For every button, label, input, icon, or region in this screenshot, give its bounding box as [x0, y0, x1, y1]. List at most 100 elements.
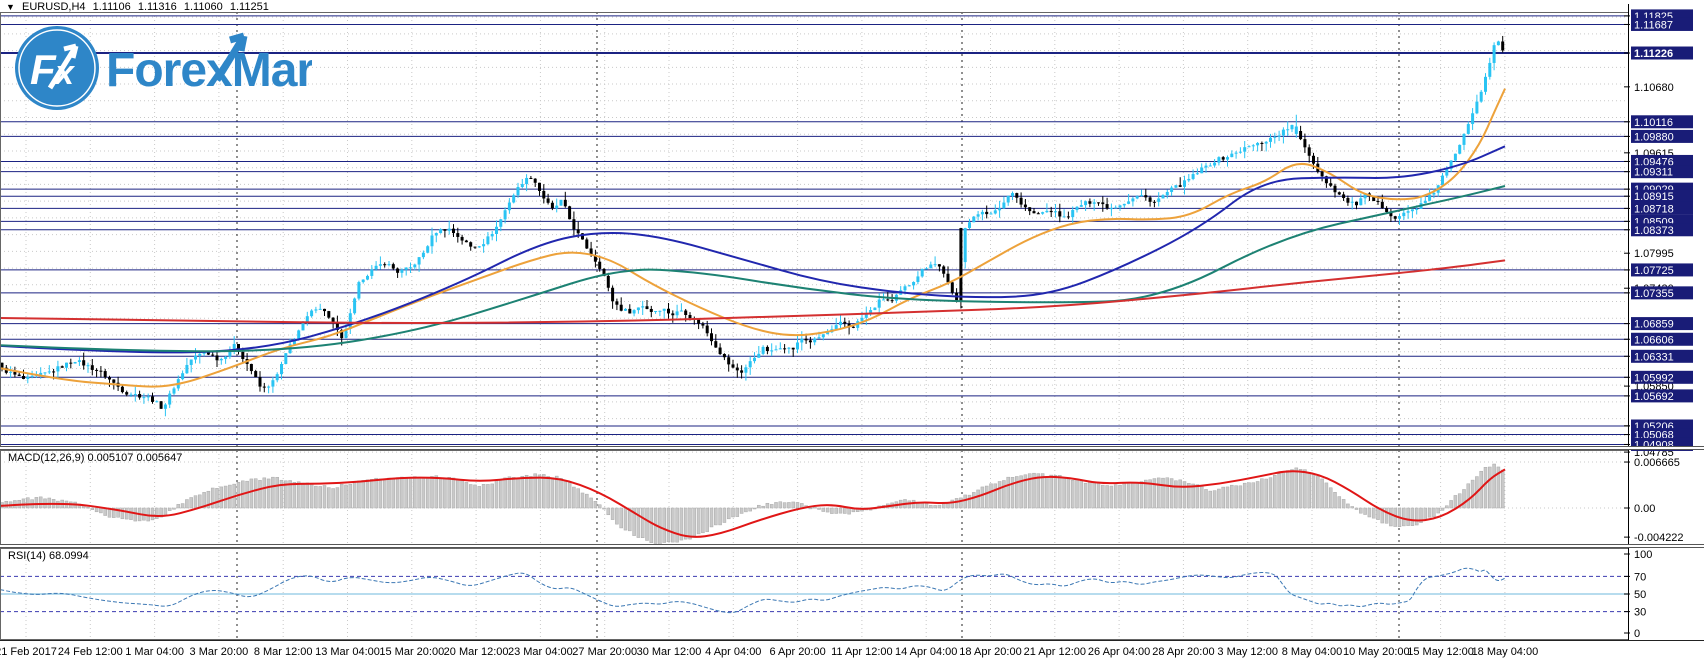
rsi-name: RSI(14) [8, 550, 46, 562]
chart-title-bar: ▼ EURUSD,H4 1.11106 1.11316 1.11060 1.11… [6, 1, 273, 13]
price-axis-highlight [1631, 286, 1693, 300]
rsi-indicator-label: RSI(14) 68.0994 [8, 550, 89, 562]
price-axis-highlight [1631, 165, 1693, 179]
logo-fx-badge: F x [15, 26, 99, 110]
pane-splitter-macd[interactable] [0, 446, 1704, 450]
rsi-current-value: 68.0994 [48, 550, 89, 562]
price-axis-label: 0 [1634, 628, 1640, 640]
ohlc-low: 1.11060 [183, 1, 223, 13]
price-axis-label: 1.11687 [1634, 19, 1673, 31]
ma-line [0, 185, 1506, 353]
price-axis-highlight [1631, 223, 1693, 237]
time-axis-label: 26 Apr 04:00 [1087, 646, 1151, 658]
period-separators [236, 12, 1400, 640]
rsi-line [0, 567, 1506, 614]
time-axis-label: 27 Mar 20:00 [572, 646, 638, 658]
price-axis-label: 1.07355 [1634, 288, 1674, 300]
price-axis-highlight [1631, 332, 1693, 346]
pane-splitter-rsi[interactable] [0, 544, 1704, 548]
ma-line [0, 145, 1506, 354]
ohlc-open: 1.11106 [92, 1, 131, 13]
price-axis-label: 70 [1634, 571, 1646, 583]
time-axis-label: 8 Mar 12:00 [253, 646, 313, 658]
time-axis-label: 14 Apr 04:00 [894, 646, 958, 658]
time-axis: 21 Feb 2017 24 Feb 12:00 1 Mar 04:00 3 Mar … [0, 644, 1704, 664]
time-axis-label: 10 May 20:00 [1342, 646, 1410, 658]
macd-signal-line [0, 468, 1506, 538]
time-axis-label: 4 Apr 04:00 [705, 646, 762, 658]
forexmart-logo: F x ForexMart [15, 26, 312, 110]
moving-averages [0, 88, 1506, 388]
ohlc-close: 1.11251 [229, 1, 269, 13]
time-axis-label: 18 Apr 20:00 [959, 646, 1022, 658]
price-axis-highlight [1631, 46, 1693, 60]
price-axis-label: 0.00 [1634, 503, 1655, 515]
price-axis-highlight [1631, 201, 1693, 215]
ohlc-high: 1.11316 [137, 1, 177, 13]
price-axis-label: 30 [1634, 607, 1646, 619]
price-axis-highlight [1631, 349, 1693, 363]
price-axis-label: 1.09311 [1634, 167, 1673, 179]
time-axis-label: 15 May 12:00 [1407, 646, 1474, 658]
price-axis-label: 1.05692 [1634, 391, 1674, 403]
ma-line [0, 88, 1506, 388]
price-axis-label: -0.004222 [1634, 532, 1684, 544]
time-axis-label: 13 Mar 04:00 [315, 646, 380, 658]
time-axis-label: 23 Mar 04:00 [507, 646, 573, 658]
logo-arrow-icon [214, 32, 248, 82]
time-axis-label: 21 Apr 12:00 [1023, 646, 1086, 658]
price-axis-highlight [1631, 370, 1693, 384]
collapse-arrow-icon[interactable]: ▼ [6, 2, 15, 12]
ma-line [0, 259, 1506, 324]
price-axis-label: 1.06606 [1634, 334, 1674, 346]
price-axis-label: 1.08373 [1634, 225, 1674, 237]
time-axis-label: 30 Mar 12:00 [636, 646, 702, 658]
time-axis-label: 6 Apr 20:00 [769, 646, 826, 658]
price-axis-label: 100 [1634, 549, 1652, 561]
price-axis-highlight [1631, 263, 1693, 277]
price-axis-highlight [1631, 129, 1693, 143]
time-axis-label: 3 May 12:00 [1217, 646, 1278, 658]
time-axis-separator [0, 640, 1704, 641]
price-axis: 1.106801.096151.079951.074301.058501.052… [1624, 9, 1693, 640]
macd-indicator-label: MACD(12,26,9) 0.005107 0.005647 [8, 452, 182, 464]
price-axis-highlight [1631, 189, 1693, 203]
macd-signal-value: 0.005647 [136, 452, 183, 464]
time-axis-label: 20 Mar 12:00 [443, 646, 509, 658]
time-axis-label: 28 Apr 20:00 [1152, 646, 1215, 658]
time-axis-label: 15 Mar 20:00 [379, 646, 445, 658]
price-axis-highlight [1631, 389, 1693, 403]
time-axis-label: 11 Apr 12:00 [831, 646, 893, 658]
symbol-period-label: EURUSD,H4 [21, 1, 86, 13]
time-axis-label: 18 May 04:00 [1471, 646, 1539, 658]
price-axis-label: 1.05992 [1634, 372, 1674, 384]
price-axis-label: 1.10116 [1634, 117, 1673, 129]
price-axis-label: 1.10680 [1634, 82, 1674, 94]
price-axis-label: 1.07725 [1634, 265, 1674, 277]
macd-name: MACD(12,26,9) [8, 452, 85, 464]
time-axis-label: 21 Feb 2017 [0, 646, 57, 658]
rsi-pane [0, 567, 1628, 614]
svg-text:ForexMart: ForexMart [106, 44, 312, 97]
price-axis-label: 1.08718 [1634, 203, 1674, 215]
time-axis-label: 3 Mar 20:00 [189, 646, 249, 658]
price-axis-label: 1.11226 [1634, 48, 1673, 60]
price-axis-label: 1.06859 [1634, 319, 1674, 331]
price-axis-label: 1.06331 [1634, 351, 1674, 363]
price-axis-label: 50 [1634, 589, 1646, 601]
time-axis-label: 8 May 04:00 [1281, 646, 1343, 658]
macd-main-value: 0.005107 [87, 452, 134, 464]
price-axis-highlight [1631, 317, 1693, 331]
price-axis-label: 1.09880 [1634, 131, 1674, 143]
price-axis-label: 1.07995 [1634, 248, 1674, 260]
price-axis-highlight [1631, 154, 1693, 168]
svg-text:x: x [53, 54, 76, 92]
price-axis-highlight [1631, 428, 1693, 442]
price-axis-highlight [1631, 17, 1693, 31]
price-axis-label: 0.006665 [1634, 457, 1680, 469]
macd-histogram [0, 463, 1505, 545]
time-axis-label: 1 Mar 04:00 [125, 646, 184, 658]
logo-wordmark: ForexMart [106, 32, 312, 97]
